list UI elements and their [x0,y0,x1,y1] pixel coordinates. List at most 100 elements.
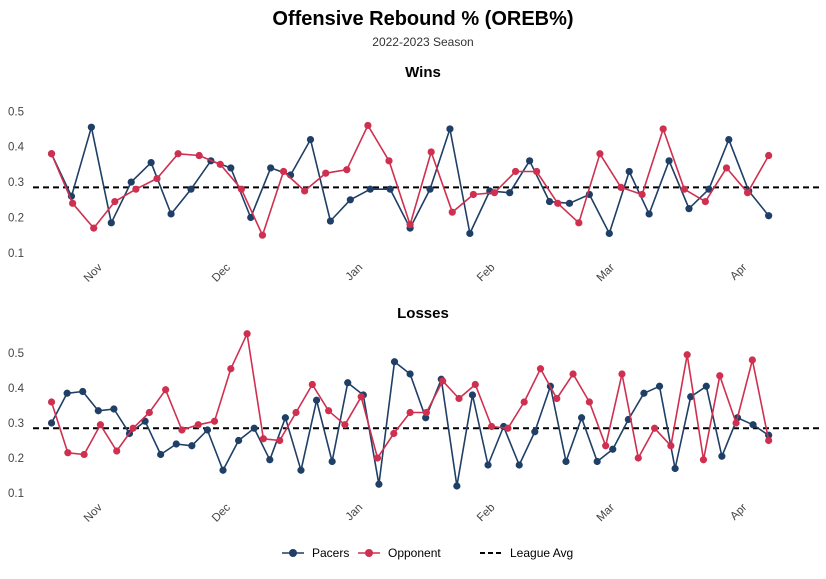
pacers-point [187,185,195,193]
opponent-point [385,157,393,165]
pacers-point [219,466,227,474]
opponent-point [357,393,365,401]
opponent-point [178,426,186,434]
pacers-point [203,426,212,434]
pacers-point [531,428,539,436]
opponent-point [618,370,626,378]
pacers-point [466,229,474,238]
pacers-point [749,421,757,429]
opponent-point [111,197,119,206]
opponent-point [258,231,267,239]
legend-pacers-marker [289,549,297,557]
opponent-point [129,424,137,432]
pacers-point [147,159,155,167]
chart-title: Offensive Rebound % (OREB%) [272,8,573,30]
pacers-point [227,164,235,172]
opponent-point [569,370,577,378]
pacers-point [506,189,514,197]
pacers-point [188,442,196,450]
opponent-point [162,386,170,394]
opponent-point [174,150,182,158]
opponent-point [47,150,56,158]
legend-opponent-marker [365,549,373,557]
opponent-point [722,164,731,172]
pacers-point [250,424,258,432]
opponent-point [422,408,430,417]
opponent-point [585,398,593,406]
opponent-point [553,394,561,403]
y-tick-label: 0.1 [8,248,24,260]
opponent-point [343,166,351,174]
opponent-point [448,208,456,216]
pacers-point [515,461,523,469]
opponent-point [699,456,708,464]
opponent-point [683,351,691,359]
pacers-series-line [50,360,770,487]
y-tick-label: 0.4 [8,383,25,395]
pacers-point [609,445,617,453]
y-tick-label: 0.5 [8,106,24,118]
opponent-point [406,220,414,229]
pacers-point [63,389,71,397]
opponent-point [216,160,224,168]
opponent-point [364,121,372,130]
pacers-point [625,167,633,176]
pacers-point [107,219,115,227]
y-tick-label: 0.4 [8,142,25,154]
pacers-point [157,450,165,459]
opponent-point [195,151,203,160]
pacers-point [702,382,710,390]
y-tick-label: 0.2 [8,213,24,225]
opponent-point [743,189,752,197]
opponent-point [427,148,435,156]
opponent-point [596,150,604,158]
pacers-point [687,393,695,401]
opponent-point [634,454,642,462]
opponent-point [308,380,316,389]
x-tick-label: Mar [595,262,618,285]
pacers-point [765,212,773,220]
opponent-point [765,436,773,445]
opponent-point [487,422,496,431]
opponent-point [439,377,447,385]
y-tick-label: 0.5 [8,348,24,360]
opponent-point [533,167,541,176]
pacers-point [297,466,305,474]
opponent-point [259,435,268,443]
opponent-point [716,372,724,380]
opponent-point [638,190,646,199]
pacers-point [386,185,394,193]
opponent-point [659,125,667,133]
opponent-point [113,447,121,455]
opponent-point [227,365,235,373]
pacers-point [110,405,118,413]
opponent-point [575,219,583,227]
opponent-point [469,190,477,199]
pacers-point [565,199,574,207]
opponent-point [64,449,72,457]
pacers-point [426,185,434,193]
pacers-point [87,123,95,131]
pacers-point [705,185,713,193]
opponent-point [765,151,773,160]
pacers-point [167,210,175,218]
opponent-point [301,187,309,195]
pacers-point [267,164,275,172]
chart-subtitle: 2022-2023 Season [372,35,473,49]
pacers-point [685,205,693,213]
opponent-point [325,407,333,415]
pacers-point [718,452,726,460]
opponent-point [520,398,528,406]
pacers-point [328,457,336,466]
opponent-point [132,185,140,193]
legend-item-pacers: Pacers [282,546,349,560]
pacers-point [266,456,274,464]
pacers-point [127,178,135,186]
legend-opponent-label: Opponent [388,546,441,560]
pacers-point [346,196,354,204]
opponent-point [276,436,284,445]
pacers-point [605,229,613,238]
pacers-point [306,135,315,144]
losses-panel: Losses 0.1 0.2 0.3 0.4 0.5 Nov Dec Jan Feb Mar Apr [8,305,820,525]
